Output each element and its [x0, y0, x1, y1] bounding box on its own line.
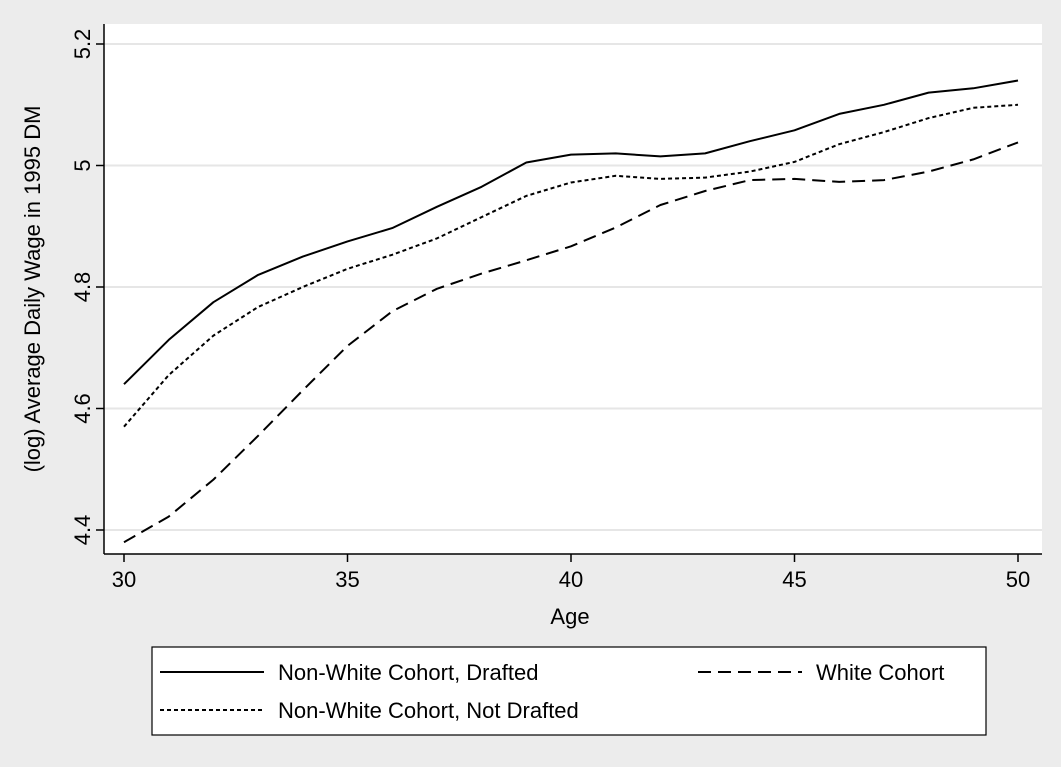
- y-axis-ticks: 4.4 4.6 4.8 5 5.2: [70, 29, 104, 546]
- gridlines: [104, 43, 1042, 531]
- x-tick-label: 50: [1006, 567, 1030, 592]
- plot-area: [104, 24, 1042, 554]
- y-tick-label: 4.4: [70, 515, 95, 546]
- x-tick-label: 30: [112, 567, 136, 592]
- x-axis-label: Age: [550, 604, 589, 629]
- x-axis-ticks: 30 35 40 45 50: [112, 554, 1030, 592]
- y-tick-label: 4.6: [70, 393, 95, 424]
- y-tick-label: 5.2: [70, 29, 95, 60]
- y-tick-label: 5: [70, 159, 95, 171]
- y-tick-label: 4.8: [70, 272, 95, 303]
- series-line-0: [123, 79, 1019, 385]
- x-tick-label: 35: [335, 567, 359, 592]
- series-lines: [123, 79, 1019, 544]
- x-tick-label: 45: [782, 567, 806, 592]
- legend: Non-White Cohort, Drafted White Cohort N…: [151, 646, 987, 736]
- legend-label-not-drafted: Non-White Cohort, Not Drafted: [278, 698, 579, 723]
- y-axis-label: (log) Average Daily Wage in 1995 DM: [20, 106, 45, 473]
- series-line-1: [123, 141, 1019, 544]
- legend-label-white: White Cohort: [816, 660, 944, 685]
- legend-box: [151, 646, 987, 736]
- x-tick-label: 40: [559, 567, 583, 592]
- legend-label-drafted: Non-White Cohort, Drafted: [278, 660, 538, 685]
- series-line-2: [123, 103, 1019, 428]
